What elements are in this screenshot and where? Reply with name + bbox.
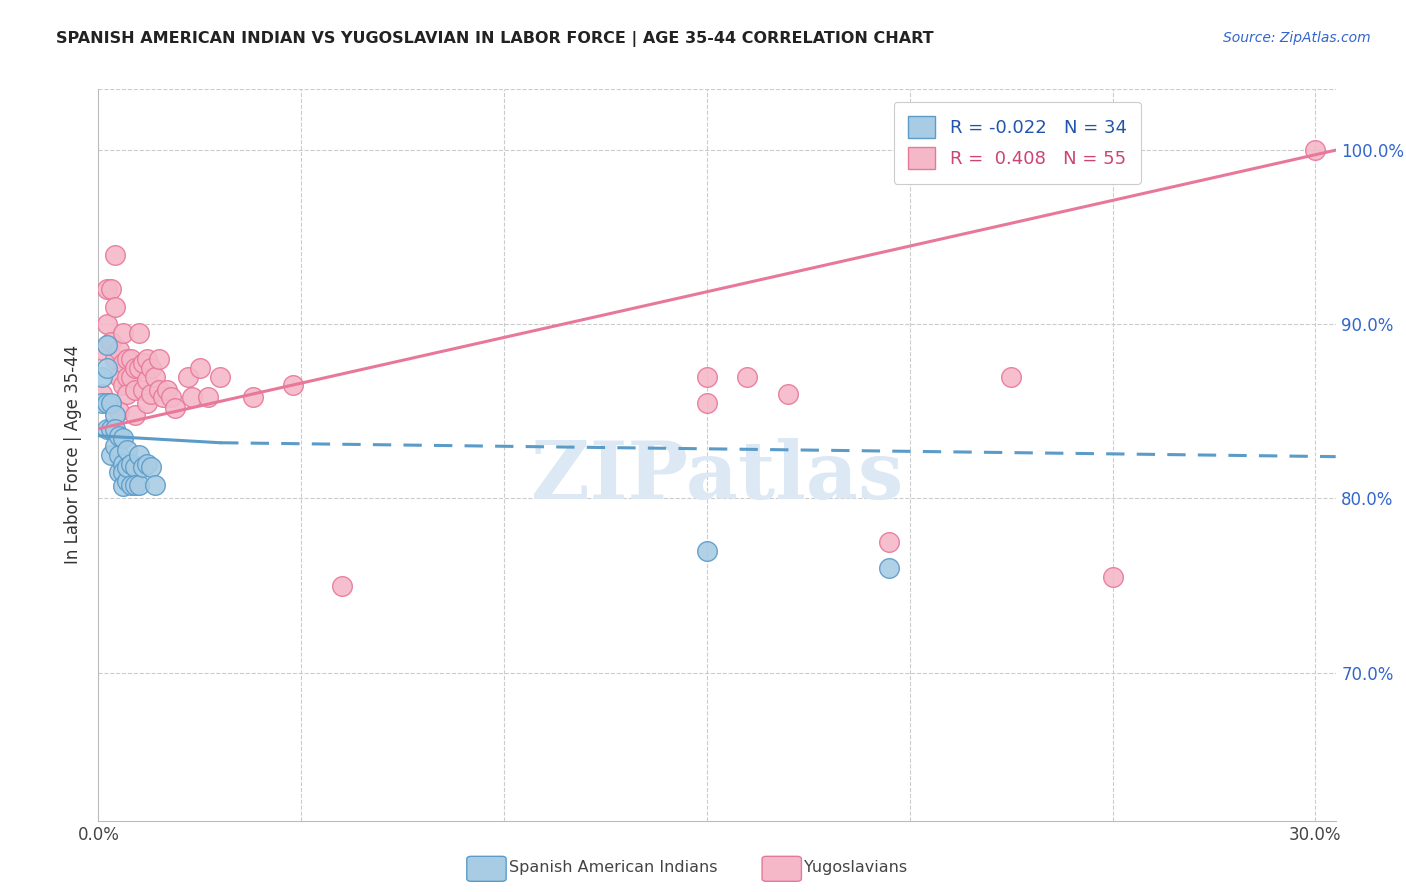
Point: [141, 387, 163, 401]
Point: [128, 360, 150, 375]
Point: [107, 448, 129, 462]
Point: [100, 334, 122, 349]
Point: [115, 387, 138, 401]
Point: [115, 474, 138, 488]
Point: [136, 352, 159, 367]
Point: [1000, 369, 1022, 384]
Point: [1305, 143, 1327, 157]
Point: [136, 457, 159, 471]
Point: [107, 466, 129, 480]
Point: [104, 422, 127, 436]
Point: [124, 460, 146, 475]
Point: [96, 360, 118, 375]
Point: [104, 352, 127, 367]
Point: [115, 352, 138, 367]
Point: [111, 378, 134, 392]
Point: [136, 395, 159, 409]
Point: [209, 369, 232, 384]
Point: [124, 408, 146, 422]
Point: [128, 326, 150, 340]
Point: [281, 378, 304, 392]
Point: [107, 404, 129, 418]
Point: [111, 326, 134, 340]
Text: SPANISH AMERICAN INDIAN VS YUGOSLAVIAN IN LABOR FORCE | AGE 35-44 CORRELATION CH: SPANISH AMERICAN INDIAN VS YUGOSLAVIAN I…: [56, 31, 934, 47]
Point: [176, 369, 198, 384]
Point: [115, 442, 138, 457]
Point: [100, 283, 122, 297]
Point: [120, 457, 142, 471]
Point: [111, 457, 134, 471]
Point: [96, 395, 118, 409]
Point: [165, 401, 187, 415]
Point: [776, 387, 799, 401]
Point: [100, 448, 122, 462]
Point: [879, 535, 901, 549]
Point: [107, 429, 129, 443]
Point: [120, 477, 142, 491]
Point: [696, 543, 718, 558]
Point: [1101, 570, 1123, 584]
Point: [143, 369, 166, 384]
Point: [132, 384, 155, 398]
Point: [91, 387, 114, 401]
Point: [143, 477, 166, 491]
Point: [696, 369, 718, 384]
Point: [111, 479, 134, 493]
Point: [156, 384, 179, 398]
Point: [136, 373, 159, 387]
Point: [696, 395, 718, 409]
Point: [96, 283, 118, 297]
Point: [188, 360, 211, 375]
Point: [197, 391, 219, 405]
Point: [96, 318, 118, 332]
Point: [111, 356, 134, 370]
Text: Source: ZipAtlas.com: Source: ZipAtlas.com: [1223, 31, 1371, 45]
Point: [91, 343, 114, 358]
Point: [242, 391, 264, 405]
Point: [100, 422, 122, 436]
Point: [91, 395, 114, 409]
Point: [132, 460, 155, 475]
Point: [141, 460, 163, 475]
Point: [115, 460, 138, 475]
Point: [124, 477, 146, 491]
Point: [330, 578, 353, 592]
Text: Spanish American Indians: Spanish American Indians: [509, 860, 717, 874]
Point: [124, 384, 146, 398]
Point: [180, 391, 202, 405]
Point: [737, 369, 759, 384]
Point: [104, 439, 127, 453]
Point: [120, 369, 142, 384]
Point: [100, 395, 122, 409]
Y-axis label: In Labor Force | Age 35-44: In Labor Force | Age 35-44: [65, 345, 83, 565]
Point: [152, 391, 174, 405]
Point: [96, 422, 118, 436]
Point: [148, 384, 170, 398]
Point: [120, 352, 142, 367]
Point: [96, 338, 118, 352]
Point: [115, 369, 138, 384]
Point: [148, 352, 170, 367]
Point: [104, 247, 127, 261]
Point: [91, 369, 114, 384]
Point: [104, 300, 127, 314]
Point: [132, 356, 155, 370]
Text: Yugoslavians: Yugoslavians: [804, 860, 907, 874]
Point: [124, 360, 146, 375]
Point: [160, 391, 183, 405]
Point: [879, 561, 901, 575]
Point: [128, 448, 150, 462]
Text: ZIPatlas: ZIPatlas: [531, 438, 903, 516]
Point: [111, 430, 134, 444]
Legend: R = -0.022   N = 34, R =  0.408   N = 55: R = -0.022 N = 34, R = 0.408 N = 55: [894, 102, 1142, 184]
Point: [141, 360, 163, 375]
Point: [104, 408, 127, 422]
Point: [128, 477, 150, 491]
Point: [111, 466, 134, 480]
Point: [107, 369, 129, 384]
Point: [107, 343, 129, 358]
